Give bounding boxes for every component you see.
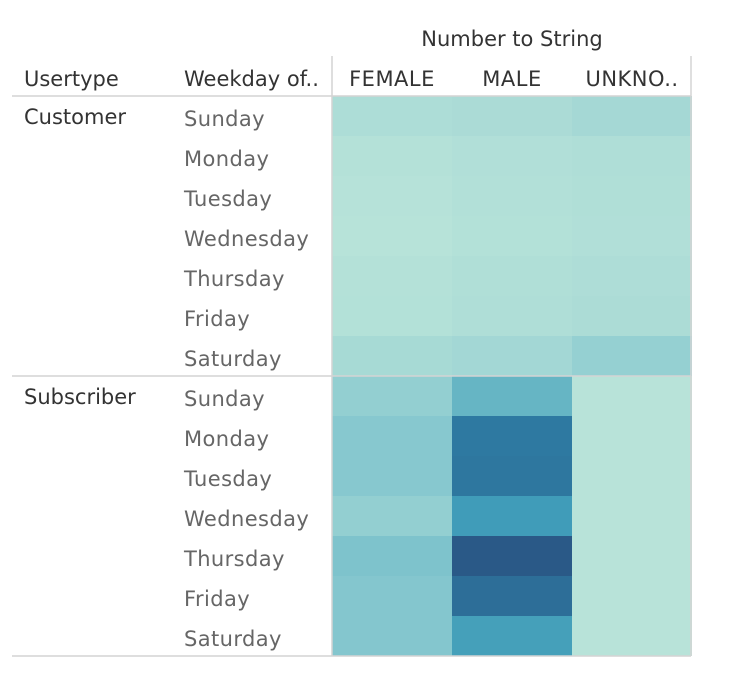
heatmap-cell-subscriber-tuesday-unkno bbox=[572, 456, 692, 496]
group-label-subscriber: Subscriber bbox=[24, 385, 136, 409]
column-header-male: MALE bbox=[482, 67, 541, 91]
row-label-subscriber-wednesday: Wednesday bbox=[184, 507, 309, 531]
heatmap-cell-subscriber-friday-male bbox=[452, 576, 572, 616]
heatmap-cell-customer-saturday-unkno bbox=[572, 336, 692, 376]
heatmap-cell-customer-sunday-male bbox=[452, 96, 572, 136]
row-header-weekday: Weekday of.. bbox=[184, 67, 319, 91]
row-label-subscriber-sunday: Sunday bbox=[184, 387, 265, 411]
heatmap-cell-customer-sunday-female bbox=[332, 96, 452, 136]
heatmap-cell-customer-sunday-unkno bbox=[572, 96, 692, 136]
column-header-female: FEMALE bbox=[349, 67, 435, 91]
heatmap-cell-customer-saturday-female bbox=[332, 336, 452, 376]
heatmap-cell-subscriber-tuesday-female bbox=[332, 456, 452, 496]
heatmap-cell-subscriber-sunday-unkno bbox=[572, 376, 692, 416]
heatmap-cell-subscriber-thursday-male bbox=[452, 536, 572, 576]
heatmap-cell-subscriber-sunday-male bbox=[452, 376, 572, 416]
column-header-unknown: UNKNO.. bbox=[585, 67, 678, 91]
heatmap-cell-subscriber-monday-female bbox=[332, 416, 452, 456]
heatmap-cell-subscriber-monday-unkno bbox=[572, 416, 692, 456]
row-label-customer-friday: Friday bbox=[184, 307, 250, 331]
heatmap-cell-subscriber-saturday-male bbox=[452, 616, 572, 656]
row-label-customer-wednesday: Wednesday bbox=[184, 227, 309, 251]
heatmap-cell-customer-friday-female bbox=[332, 296, 452, 336]
row-label-subscriber-tuesday: Tuesday bbox=[183, 467, 272, 491]
heatmap-cell-customer-tuesday-male bbox=[452, 176, 572, 216]
heatmap-cell-customer-wednesday-male bbox=[452, 216, 572, 256]
heatmap-cell-subscriber-saturday-female bbox=[332, 616, 452, 656]
heatmap-cell-subscriber-friday-unkno bbox=[572, 576, 692, 616]
row-label-customer-saturday: Saturday bbox=[184, 347, 282, 371]
column-group-title: Number to String bbox=[421, 27, 602, 51]
heatmap-cell-subscriber-wednesday-unkno bbox=[572, 496, 692, 536]
row-label-subscriber-saturday: Saturday bbox=[184, 627, 282, 651]
heatmap-cell-subscriber-thursday-unkno bbox=[572, 536, 692, 576]
row-label-subscriber-friday: Friday bbox=[184, 587, 250, 611]
row-label-subscriber-thursday: Thursday bbox=[183, 547, 285, 571]
heatmap-cell-customer-friday-male bbox=[452, 296, 572, 336]
heatmap-cell-subscriber-sunday-female bbox=[332, 376, 452, 416]
row-label-customer-tuesday: Tuesday bbox=[183, 187, 272, 211]
heatmap-cells bbox=[332, 96, 692, 656]
heatmap-cell-subscriber-thursday-female bbox=[332, 536, 452, 576]
heatmap-cell-subscriber-tuesday-male bbox=[452, 456, 572, 496]
heatmap-cell-customer-tuesday-female bbox=[332, 176, 452, 216]
heatmap-cell-customer-thursday-unkno bbox=[572, 256, 692, 296]
row-label-customer-thursday: Thursday bbox=[183, 267, 285, 291]
row-header-usertype: Usertype bbox=[24, 67, 119, 91]
heatmap-cell-subscriber-wednesday-male bbox=[452, 496, 572, 536]
heatmap-cell-customer-friday-unkno bbox=[572, 296, 692, 336]
heatmap-cell-customer-monday-male bbox=[452, 136, 572, 176]
heatmap-cell-customer-monday-unkno bbox=[572, 136, 692, 176]
heatmap-cell-subscriber-friday-female bbox=[332, 576, 452, 616]
heatmap-cell-customer-thursday-female bbox=[332, 256, 452, 296]
heatmap-cell-customer-thursday-male bbox=[452, 256, 572, 296]
heatmap-cell-customer-saturday-male bbox=[452, 336, 572, 376]
heatmap-cell-customer-wednesday-unkno bbox=[572, 216, 692, 256]
heatmap-cell-subscriber-monday-male bbox=[452, 416, 572, 456]
row-label-customer-sunday: Sunday bbox=[184, 107, 265, 131]
heatmap-cell-subscriber-wednesday-female bbox=[332, 496, 452, 536]
heatmap-cell-subscriber-saturday-unkno bbox=[572, 616, 692, 656]
group-label-customer: Customer bbox=[24, 105, 126, 129]
heatmap-cell-customer-monday-female bbox=[332, 136, 452, 176]
row-label-customer-monday: Monday bbox=[184, 147, 269, 171]
heatmap-cell-customer-tuesday-unkno bbox=[572, 176, 692, 216]
heatmap-cell-customer-wednesday-female bbox=[332, 216, 452, 256]
row-label-subscriber-monday: Monday bbox=[184, 427, 269, 451]
